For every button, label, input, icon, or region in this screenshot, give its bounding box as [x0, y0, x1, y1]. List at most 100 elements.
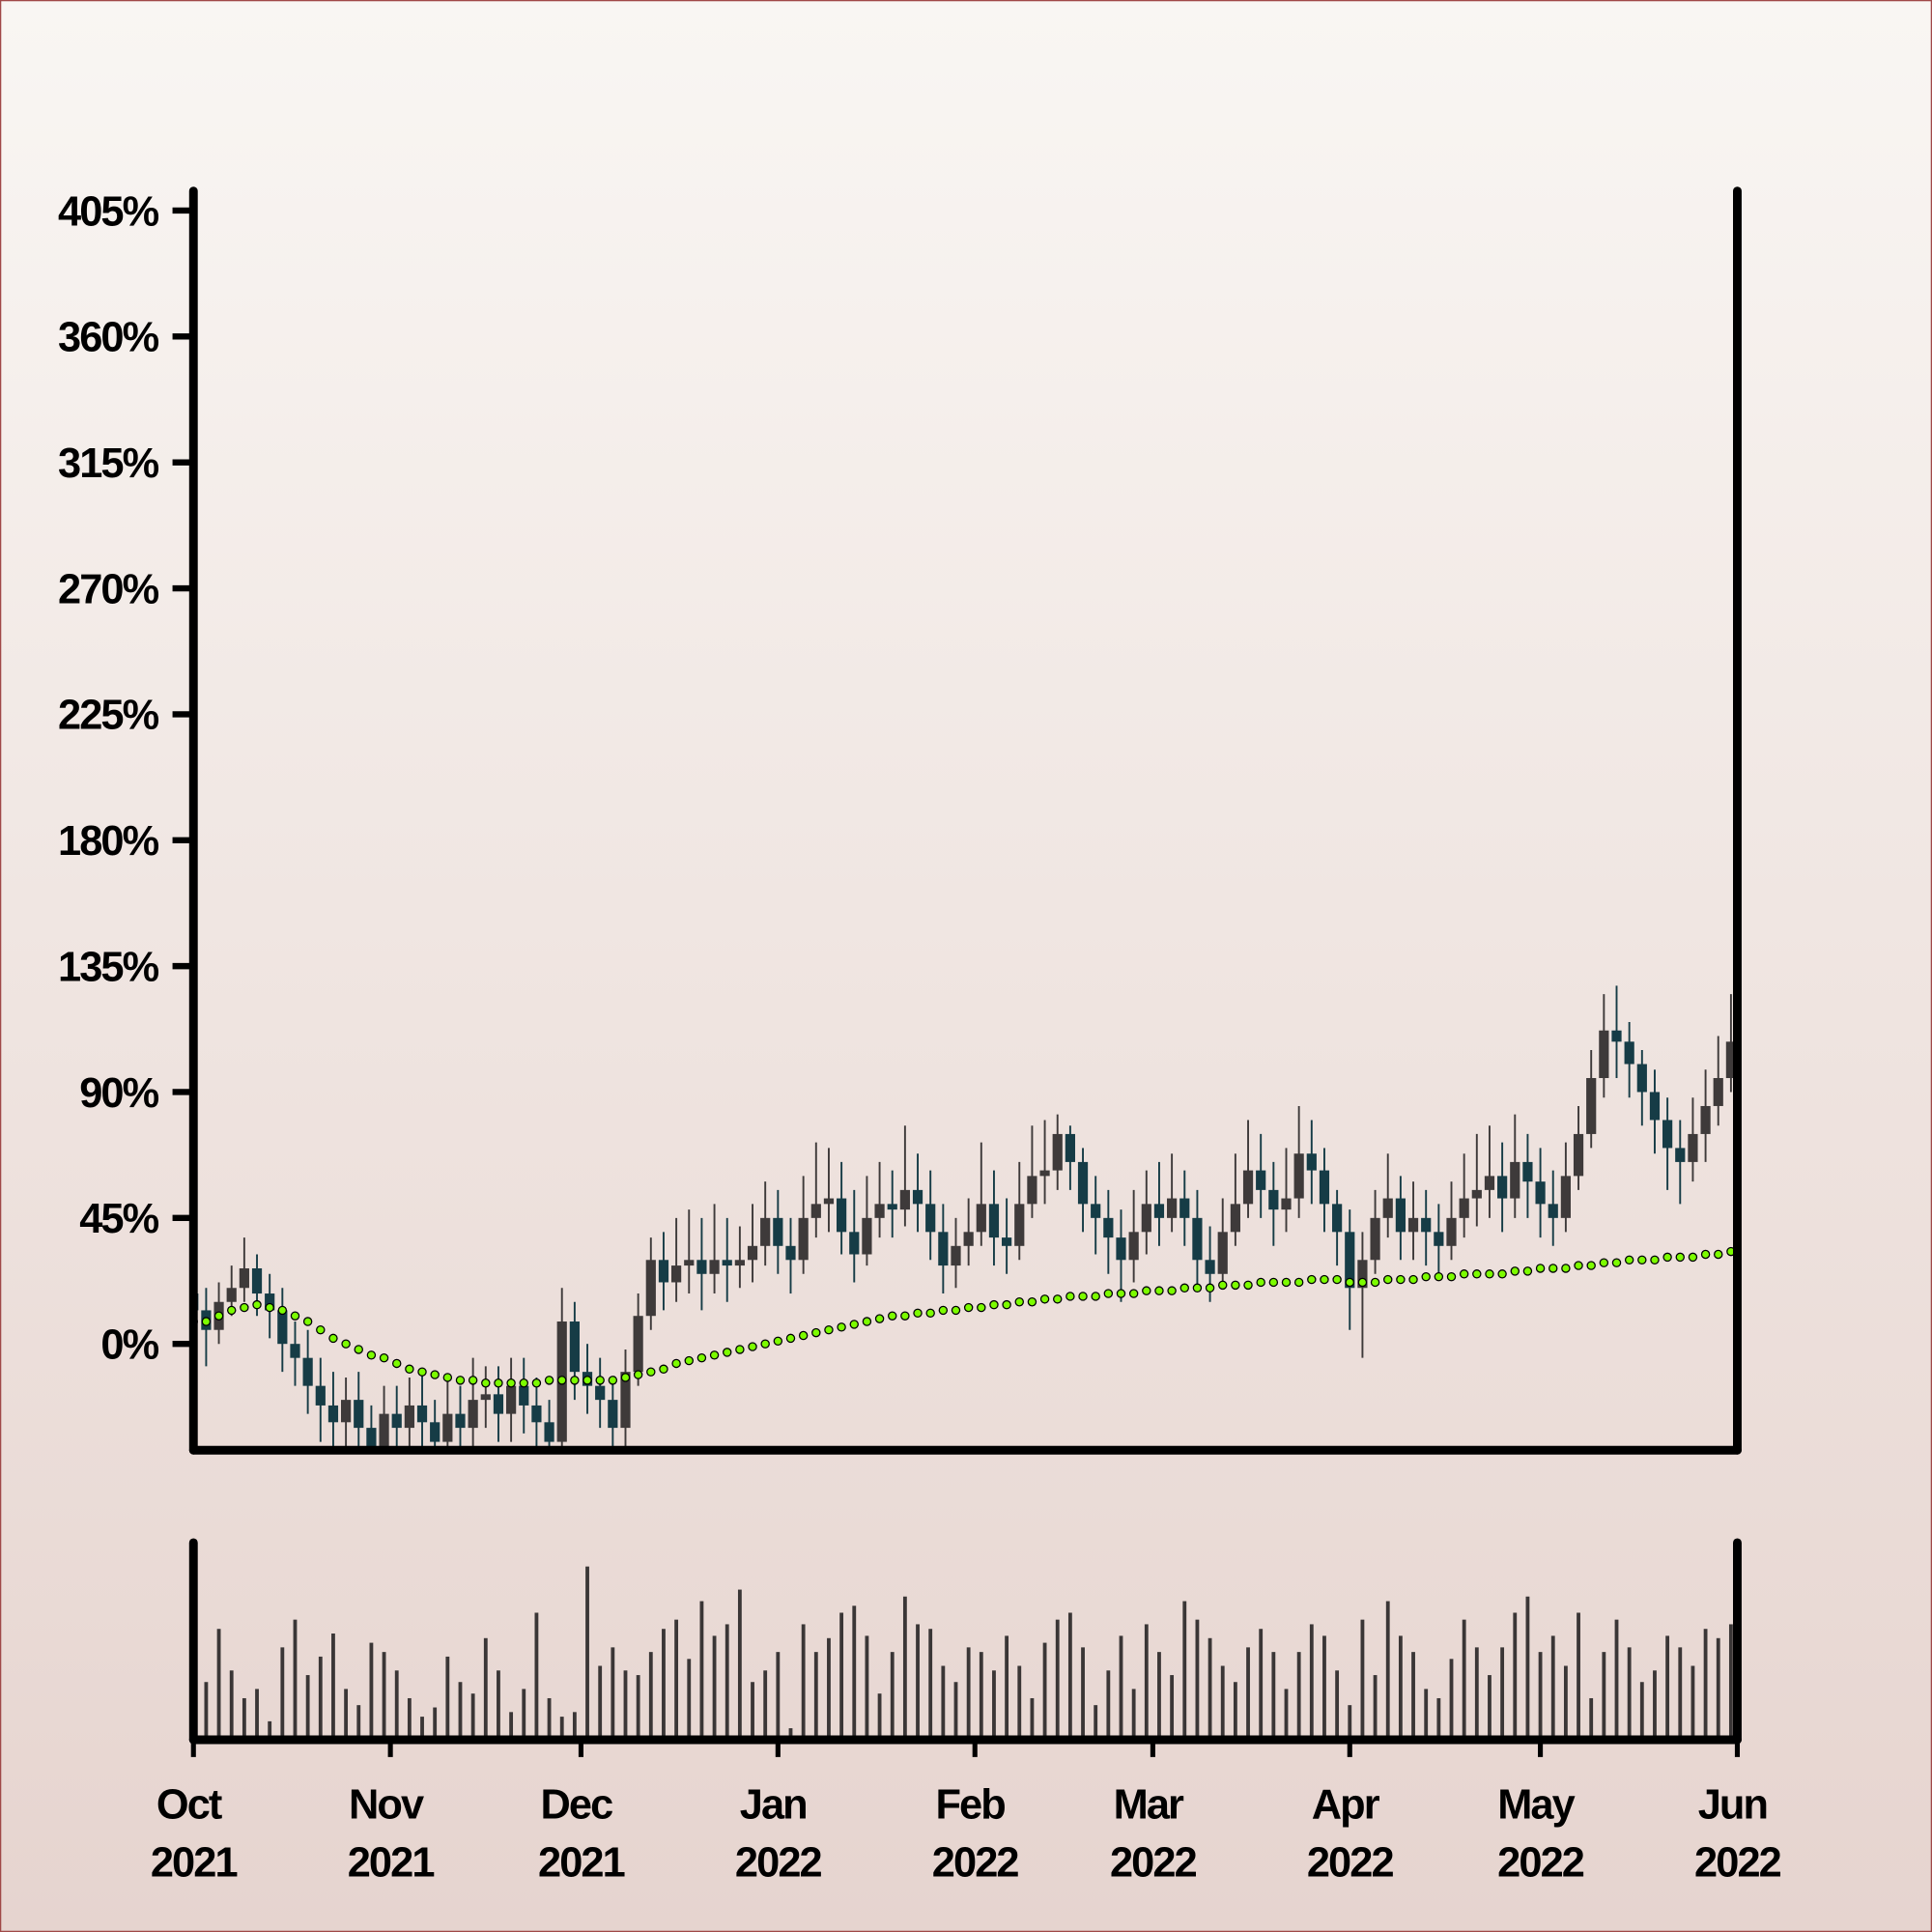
- volume-bar: [1602, 1652, 1606, 1741]
- candle-body: [1624, 1041, 1634, 1065]
- volume-bar: [1246, 1647, 1250, 1741]
- candle-body: [887, 1204, 897, 1210]
- candle-body: [1370, 1217, 1380, 1261]
- candle-body: [798, 1217, 809, 1261]
- volume-bar: [1500, 1647, 1505, 1741]
- volume-bar: [445, 1656, 450, 1741]
- moving-average-point: [506, 1378, 516, 1388]
- candle-body: [354, 1400, 364, 1429]
- candle-body: [239, 1267, 249, 1289]
- volume-bar: [216, 1629, 221, 1741]
- volume-bar: [1005, 1635, 1009, 1741]
- candle-body: [837, 1198, 847, 1233]
- volume-bar: [979, 1652, 983, 1741]
- moving-average-point: [646, 1367, 656, 1377]
- volume-bar: [1462, 1619, 1466, 1741]
- moving-average-point: [1192, 1283, 1203, 1293]
- moving-average-point: [1332, 1274, 1342, 1285]
- x-tick-label: Jun 2022: [1694, 1782, 1781, 1887]
- candle-body: [684, 1260, 695, 1266]
- candle-body: [1141, 1204, 1151, 1233]
- moving-average-point: [1611, 1258, 1622, 1267]
- volume-bar: [1081, 1647, 1085, 1741]
- moving-average-point: [1522, 1266, 1533, 1276]
- moving-average-point: [544, 1376, 554, 1385]
- candle-body: [988, 1204, 1000, 1238]
- candle-body: [1268, 1189, 1279, 1210]
- volume-bar: [916, 1624, 920, 1741]
- volume-bar: [788, 1728, 793, 1741]
- volume-bar: [1119, 1635, 1123, 1741]
- candle-body: [1434, 1232, 1444, 1246]
- volume-bar: [1309, 1624, 1314, 1741]
- candle-body: [709, 1260, 720, 1274]
- moving-average-point: [1002, 1299, 1011, 1310]
- x-tick-label: May 2022: [1497, 1782, 1584, 1887]
- candle-body: [442, 1413, 453, 1442]
- volume-bar: [1284, 1689, 1289, 1741]
- candle-body: [620, 1372, 631, 1429]
- candle-body: [1535, 1181, 1546, 1205]
- volume-bar: [1449, 1659, 1454, 1741]
- moving-average-point: [201, 1317, 212, 1326]
- moving-average-point: [608, 1376, 618, 1385]
- volume-bar: [636, 1675, 640, 1741]
- volume-bar: [1577, 1612, 1580, 1741]
- moving-average-point: [1231, 1280, 1240, 1291]
- moving-average-point: [989, 1299, 999, 1310]
- moving-average-point: [519, 1378, 528, 1388]
- candle-body: [519, 1385, 529, 1406]
- moving-average-point: [226, 1305, 237, 1316]
- volume-bar: [394, 1670, 399, 1741]
- moving-average-point: [1675, 1252, 1685, 1263]
- moving-average-point: [963, 1302, 974, 1313]
- candle-body: [1345, 1232, 1355, 1289]
- y-tick-label: 360%: [58, 315, 159, 361]
- moving-average-point: [277, 1305, 288, 1316]
- volume-bar: [534, 1612, 539, 1741]
- candle-body: [1484, 1176, 1495, 1190]
- y-tick-label: 45%: [79, 1196, 158, 1242]
- x-tick-label: Oct 2021: [151, 1782, 238, 1887]
- moving-average-point: [773, 1336, 783, 1347]
- moving-average-point: [862, 1317, 872, 1326]
- candle-body: [493, 1394, 504, 1414]
- moving-average-point: [1548, 1264, 1558, 1273]
- volume-bar: [699, 1601, 704, 1741]
- moving-average-point: [760, 1339, 770, 1349]
- candle-body: [722, 1260, 732, 1266]
- volume-bar: [1538, 1652, 1543, 1741]
- moving-average-point: [798, 1330, 809, 1341]
- volume-bar: [1182, 1601, 1187, 1741]
- moving-average-point: [1116, 1289, 1126, 1298]
- moving-average-point: [1218, 1280, 1228, 1291]
- volume-bar: [1335, 1670, 1340, 1741]
- volume-bar: [1106, 1670, 1111, 1741]
- moving-average-point: [1293, 1277, 1304, 1288]
- volume-bar: [1233, 1682, 1237, 1741]
- volume-bar: [1436, 1697, 1441, 1741]
- moving-average-point: [1446, 1271, 1457, 1282]
- moving-average-point: [240, 1302, 249, 1313]
- volume-bar: [470, 1693, 475, 1741]
- moving-average-point: [1472, 1269, 1482, 1279]
- moving-average-point: [1307, 1274, 1317, 1285]
- volume-bar: [1348, 1705, 1352, 1741]
- candle-body: [1662, 1120, 1673, 1149]
- candle-body: [951, 1245, 961, 1266]
- moving-average-point: [1014, 1297, 1024, 1307]
- volume-bar: [1614, 1619, 1619, 1741]
- volume-bar: [255, 1689, 259, 1741]
- candle-body: [925, 1204, 936, 1233]
- candle-body: [1636, 1064, 1647, 1093]
- candle-body: [1293, 1153, 1304, 1199]
- candle-body: [1153, 1204, 1165, 1218]
- candle-body: [1497, 1176, 1508, 1199]
- moving-average-point: [1128, 1289, 1139, 1298]
- volume-bar: [1030, 1697, 1035, 1741]
- volume-bar: [776, 1652, 781, 1741]
- candle-body: [1306, 1153, 1317, 1171]
- moving-average-point: [1281, 1277, 1292, 1288]
- moving-average-point: [785, 1333, 796, 1344]
- candle-body: [506, 1385, 517, 1414]
